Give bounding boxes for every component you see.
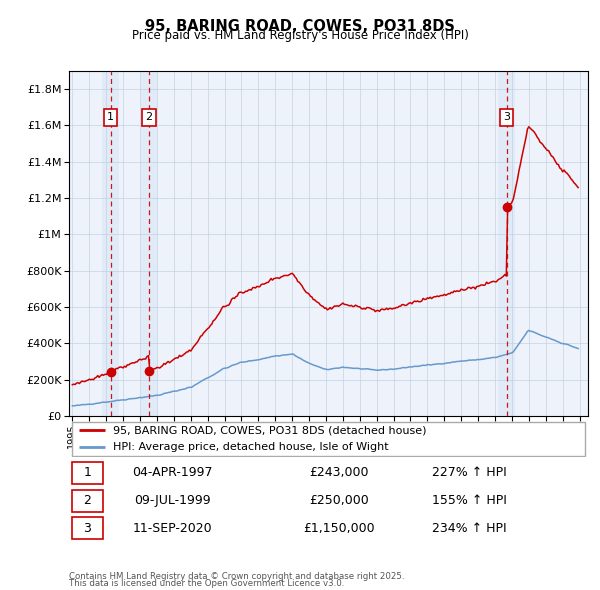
Text: This data is licensed under the Open Government Licence v3.0.: This data is licensed under the Open Gov… — [69, 579, 344, 588]
Text: Contains HM Land Registry data © Crown copyright and database right 2025.: Contains HM Land Registry data © Crown c… — [69, 572, 404, 581]
Bar — [499, 71, 515, 416]
FancyBboxPatch shape — [71, 422, 586, 455]
Text: 3: 3 — [83, 522, 91, 535]
Text: 155% ↑ HPI: 155% ↑ HPI — [432, 494, 507, 507]
Text: 1: 1 — [107, 113, 114, 122]
Text: Price paid vs. HM Land Registry's House Price Index (HPI): Price paid vs. HM Land Registry's House … — [131, 30, 469, 42]
Text: 95, BARING ROAD, COWES, PO31 8DS: 95, BARING ROAD, COWES, PO31 8DS — [145, 19, 455, 34]
FancyBboxPatch shape — [71, 517, 103, 539]
Text: 11-SEP-2020: 11-SEP-2020 — [133, 522, 212, 535]
Text: 2: 2 — [145, 113, 152, 122]
Text: 09-JUL-1999: 09-JUL-1999 — [134, 494, 211, 507]
Bar — [140, 71, 157, 416]
Text: 3: 3 — [503, 113, 511, 122]
Text: 1: 1 — [83, 466, 91, 480]
Text: 2: 2 — [83, 494, 91, 507]
Text: £1,150,000: £1,150,000 — [303, 522, 374, 535]
FancyBboxPatch shape — [71, 490, 103, 512]
Text: 95, BARING ROAD, COWES, PO31 8DS (detached house): 95, BARING ROAD, COWES, PO31 8DS (detach… — [113, 425, 427, 435]
Text: 234% ↑ HPI: 234% ↑ HPI — [432, 522, 507, 535]
Text: HPI: Average price, detached house, Isle of Wight: HPI: Average price, detached house, Isle… — [113, 442, 389, 452]
Bar — [103, 71, 119, 416]
Text: £243,000: £243,000 — [309, 466, 368, 480]
Text: £250,000: £250,000 — [309, 494, 369, 507]
FancyBboxPatch shape — [71, 462, 103, 484]
Text: 04-APR-1997: 04-APR-1997 — [133, 466, 213, 480]
Text: 227% ↑ HPI: 227% ↑ HPI — [432, 466, 507, 480]
